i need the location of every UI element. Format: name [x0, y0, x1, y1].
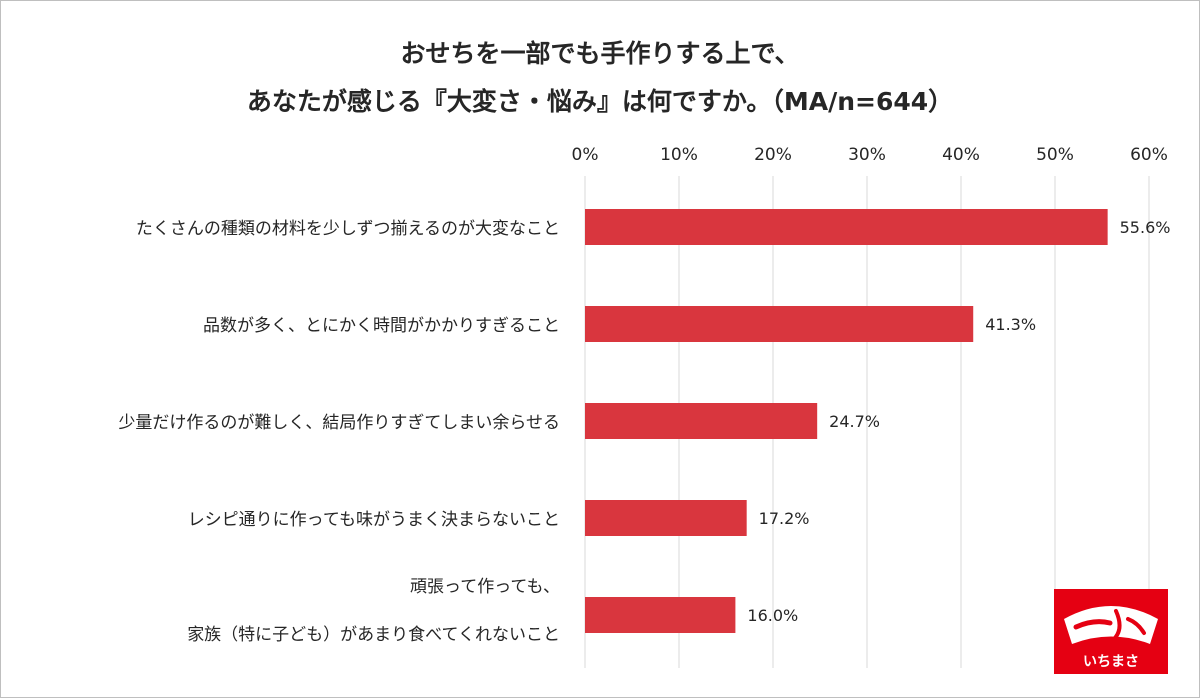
- bar: [585, 403, 818, 439]
- chart-title-line-2: あなたが感じる『大変さ・悩み』は何ですか。（MA/n=644）: [246, 87, 954, 116]
- bar: [585, 209, 1108, 245]
- bar-value-label: 41.3%: [985, 315, 1036, 334]
- logo-brush-mark: [1112, 609, 1146, 641]
- logo-text: いちまさ: [1083, 654, 1139, 670]
- x-tick-label: 50%: [1036, 145, 1074, 165]
- chart-title-line-1: おせちを一部でも手作りする上で、: [400, 39, 800, 68]
- x-tick-label: 60%: [1130, 145, 1168, 165]
- bar: [585, 597, 736, 633]
- category-label: 少量だけ作るのが難しく、結局作りすぎてしまい余らせる: [118, 413, 560, 433]
- x-tick-label: 40%: [942, 145, 980, 165]
- x-tick-label: 10%: [660, 145, 698, 165]
- ichimasa-logo: いちまさ: [1054, 589, 1168, 674]
- bar: [585, 500, 747, 536]
- x-tick-label: 0%: [572, 145, 599, 165]
- category-label: 頑張って作っても、: [410, 577, 560, 597]
- bar-value-label: 55.6%: [1120, 218, 1171, 237]
- x-tick-label: 20%: [754, 145, 792, 165]
- logo-brush-stroke: [1073, 619, 1113, 630]
- bar-value-label: 24.7%: [829, 412, 880, 431]
- x-tick-label: 30%: [848, 145, 886, 165]
- category-label: たくさんの種類の材料を少しずつ揃えるのが大変なこと: [136, 219, 560, 239]
- category-label: レシピ通りに作っても味がうまく決まらないこと: [188, 510, 560, 530]
- bar: [585, 306, 974, 342]
- bar-value-label: 16.0%: [747, 606, 798, 625]
- category-label: 家族（特に子ども）があまり食べてくれないこと: [187, 625, 560, 645]
- bar-value-label: 17.2%: [759, 509, 810, 528]
- category-label: 品数が多く、とにかく時間がかかりすぎること: [203, 316, 560, 336]
